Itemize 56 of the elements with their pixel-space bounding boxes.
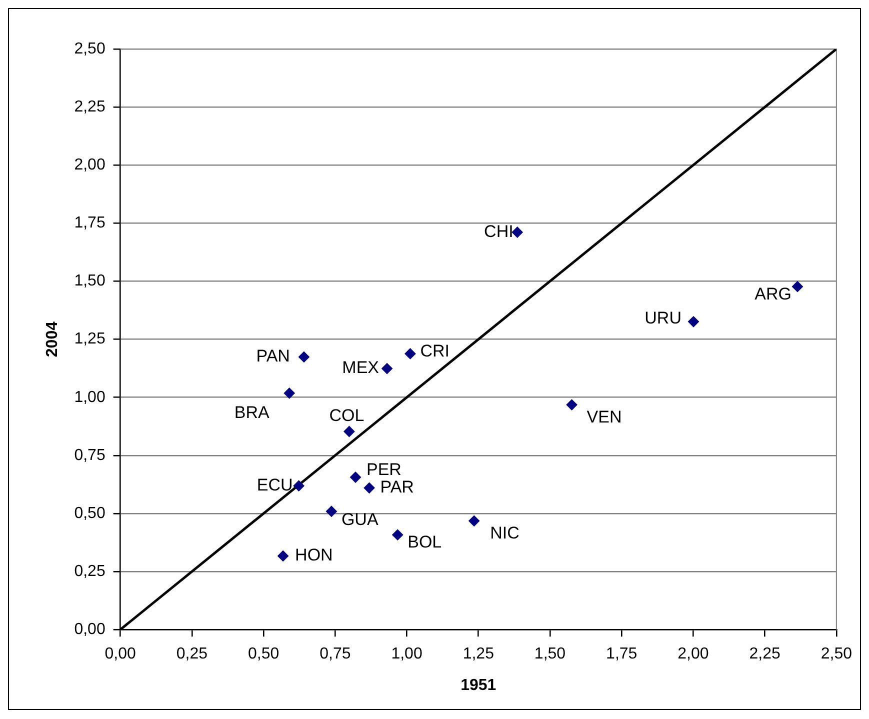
y-tick-label: 1,25 <box>74 330 106 348</box>
point <box>326 506 337 517</box>
x-tick-label: 2,50 <box>820 646 852 663</box>
point <box>512 226 523 238</box>
x-tick-label: 0,25 <box>176 646 208 663</box>
data-label: COL <box>329 406 364 426</box>
x-tick-label: 2,00 <box>678 646 709 663</box>
x-tick-label: 2,25 <box>749 646 780 663</box>
point <box>298 351 310 362</box>
point <box>350 472 362 483</box>
point <box>792 281 803 292</box>
data-label: MEX <box>342 358 380 378</box>
y-tick-label: 0,25 <box>74 562 106 580</box>
y-tick-label: 2,50 <box>74 40 106 58</box>
x-axis-title: 1951 <box>460 676 496 694</box>
point <box>404 348 416 360</box>
x-tick-label: 1,25 <box>462 646 494 663</box>
data-label: PER <box>366 460 402 479</box>
data-label: CRI <box>420 341 450 360</box>
y-tick-label: 0,50 <box>74 504 106 522</box>
x-tick-label: 1,75 <box>606 646 638 663</box>
y-tick-label: 2,00 <box>74 156 106 174</box>
y-tick-label: 1,75 <box>74 214 106 232</box>
point <box>364 482 375 494</box>
point <box>468 515 480 526</box>
point <box>566 399 578 410</box>
point <box>382 363 393 374</box>
y-tick-label: 1,50 <box>74 272 106 290</box>
point <box>293 480 304 492</box>
point <box>688 316 699 328</box>
data-label: PAR <box>380 478 414 497</box>
point <box>284 388 295 399</box>
x-tick-label: 0,50 <box>248 646 280 663</box>
data-label: VEN <box>586 407 622 426</box>
point <box>278 550 289 562</box>
data-label: BOL <box>408 532 442 552</box>
y-tick-label: 1,00 <box>74 388 106 406</box>
x-tick-label: 0,00 <box>104 646 136 663</box>
data-label: URU <box>644 308 682 328</box>
y-axis-title: 2004 <box>44 321 62 358</box>
y-tick-label: 0,00 <box>74 621 106 638</box>
data-label: PAN <box>256 346 290 366</box>
x-tick-label: 1,00 <box>391 646 422 663</box>
data-label: GUA <box>341 510 379 530</box>
point <box>392 529 404 540</box>
point <box>344 426 355 437</box>
data-label: BRA <box>234 402 270 422</box>
data-label: HON <box>295 546 333 565</box>
data-label: CHI <box>484 222 514 241</box>
y-tick-label: 0,75 <box>74 446 106 464</box>
data-label: ARG <box>754 284 792 304</box>
data-label: NIC <box>490 524 520 543</box>
x-tick-label: 0,75 <box>320 646 351 663</box>
data-label: ECU <box>256 476 293 495</box>
y-tick-label: 2,25 <box>74 98 106 116</box>
x-tick-label: 1,50 <box>534 646 566 663</box>
